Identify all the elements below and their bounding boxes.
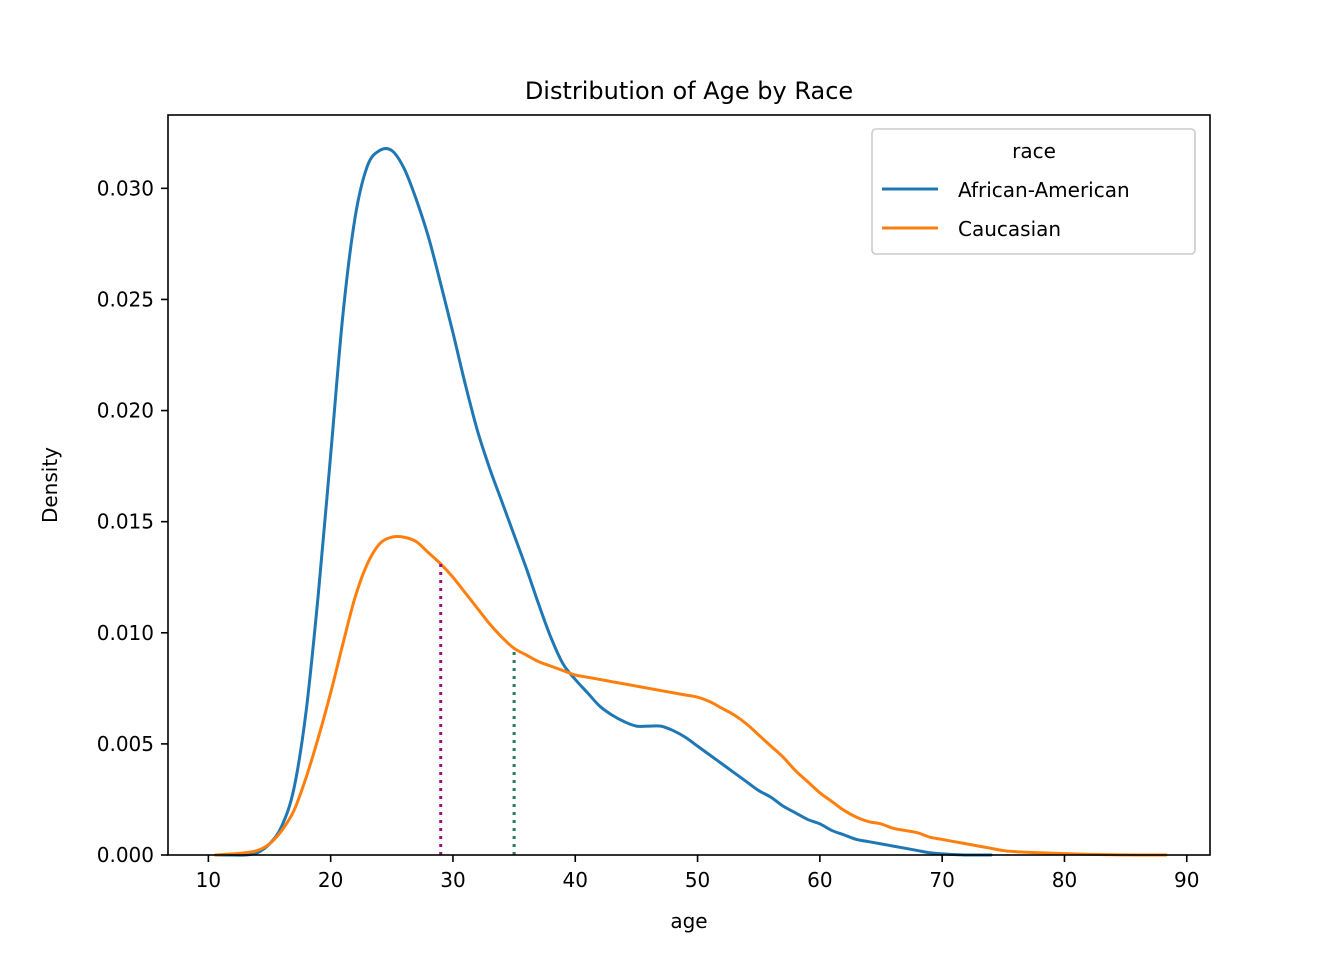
x-tick-label-20: 20 xyxy=(318,868,343,892)
y-tick-label-5: 0.025 xyxy=(97,287,154,311)
x-tick-label-70: 70 xyxy=(929,868,954,892)
legend-label-caucasian: Caucasian xyxy=(958,217,1061,241)
x-axis-label: age xyxy=(670,909,707,933)
x-tick-label-10: 10 xyxy=(196,868,221,892)
series-line-african-american xyxy=(214,146,993,857)
legend-label-african-american: African-American xyxy=(958,178,1130,202)
legend-box xyxy=(871,128,1196,255)
x-tick-label-40: 40 xyxy=(563,868,588,892)
y-tick-label-0: 0.000 xyxy=(97,843,154,867)
y-tick-label-3: 0.015 xyxy=(97,510,154,534)
y-axis-label: Density xyxy=(38,447,62,523)
legend: race African-American Caucasian xyxy=(871,128,1196,255)
axis-ticks: 10 20 30 40 50 60 70 80 90 0.000 0.005 0.010 0.015 0.… xyxy=(97,176,1200,892)
plot-frame xyxy=(167,114,1211,856)
y-tick-label-4: 0.020 xyxy=(97,399,154,423)
legend-title: race xyxy=(1012,139,1056,163)
y-tick-label-2: 0.010 xyxy=(97,621,154,645)
x-tick-label-90: 90 xyxy=(1174,868,1199,892)
y-tick-label-1: 0.005 xyxy=(97,732,154,756)
chart-title: Distribution of Age by Race xyxy=(525,77,853,105)
x-tick-label-30: 30 xyxy=(440,868,465,892)
y-tick-label-6: 0.030 xyxy=(97,176,154,200)
x-tick-label-50: 50 xyxy=(685,868,710,892)
x-tick-label-60: 60 xyxy=(807,868,832,892)
plot-marks xyxy=(214,146,1168,857)
series-line-caucasian xyxy=(214,535,1168,857)
x-tick-label-80: 80 xyxy=(1052,868,1077,892)
